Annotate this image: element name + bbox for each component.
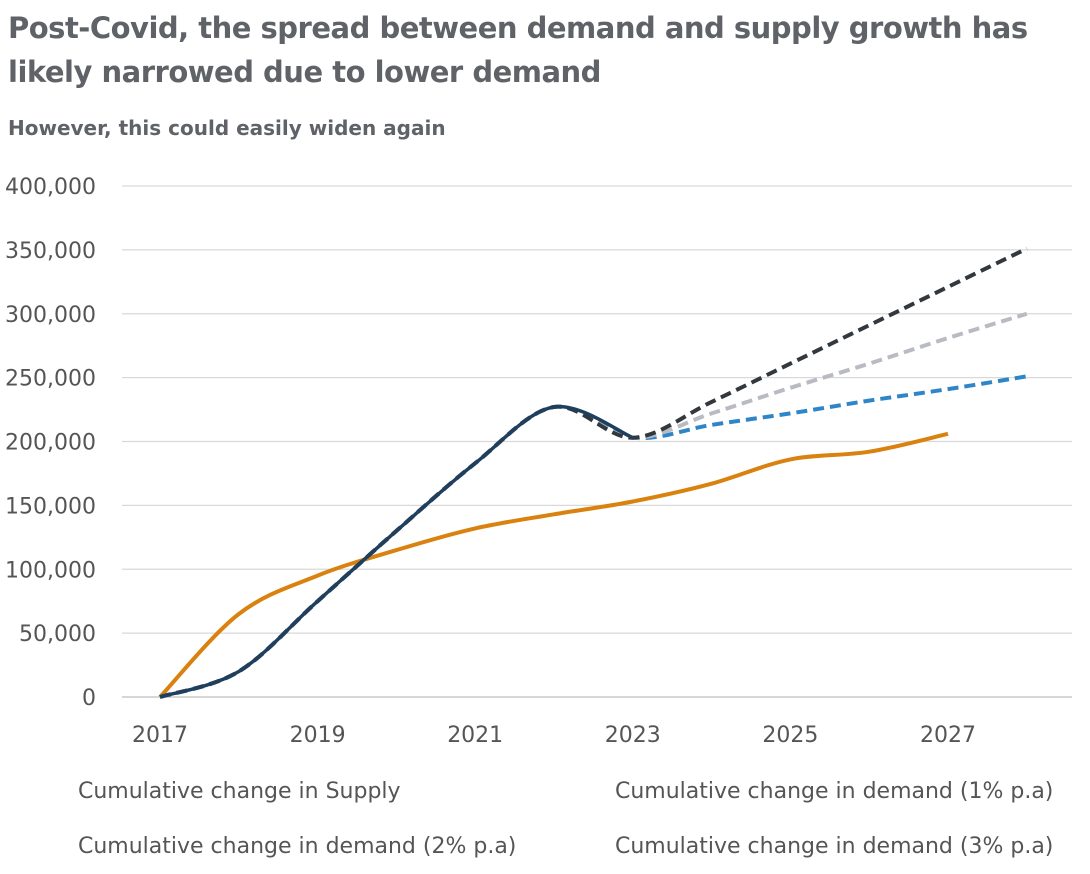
y-tick-label: 400,000 [5,175,96,200]
series-line-demand-1pct [159,374,1028,699]
axis-labels: 0 50,000 100,000 150,000 200,000 250,000 300,0… [5,175,976,748]
line-chart: 0 50,000 100,000 150,000 200,000 250,000 300,0… [5,175,1072,748]
y-tick-label: 100,000 [5,558,96,583]
y-tick-label: 0 [82,686,96,711]
legend-label-demand-1pct: Cumulative change in demand (1% p.a) [615,778,1054,804]
legend-label-demand-2pct: Cumulative change in demand (2% p.a) [78,833,517,859]
chart-subtitle: However, this could easily widen again [8,116,446,140]
x-tick-label: 2023 [605,723,661,748]
legend-item-supply: Cumulative change in Supply [18,776,401,806]
series-line-demand-historic [159,404,634,699]
x-tick-label: 2017 [132,723,188,748]
grid-lines [122,185,1072,698]
series-lines [158,246,1028,699]
y-tick-label: 50,000 [19,622,96,647]
y-tick-label: 150,000 [5,494,96,519]
y-tick-label: 300,000 [5,303,96,328]
legend-item-demand-3pct: Cumulative change in demand (3% p.a) [555,831,1053,861]
y-tick-label: 350,000 [5,239,96,264]
y-tick-label: 250,000 [5,367,96,392]
legend-item-demand-1pct: Cumulative change in demand (1% p.a) [555,776,1053,806]
y-tick-label: 200,000 [5,431,96,456]
legend-item-demand-2pct: Cumulative change in demand (2% p.a) [18,831,516,861]
series-line-supply [158,431,949,699]
x-tick-label: 2027 [920,723,976,748]
legend-label-supply: Cumulative change in Supply [78,778,401,804]
x-tick-label: 2025 [762,723,818,748]
x-tick-label: 2019 [290,723,346,748]
legend-label-demand-3pct: Cumulative change in demand (3% p.a) [615,833,1054,859]
x-tick-label: 2021 [447,723,503,748]
chart-title: Post-Covid, the spread between demand an… [8,11,1028,89]
